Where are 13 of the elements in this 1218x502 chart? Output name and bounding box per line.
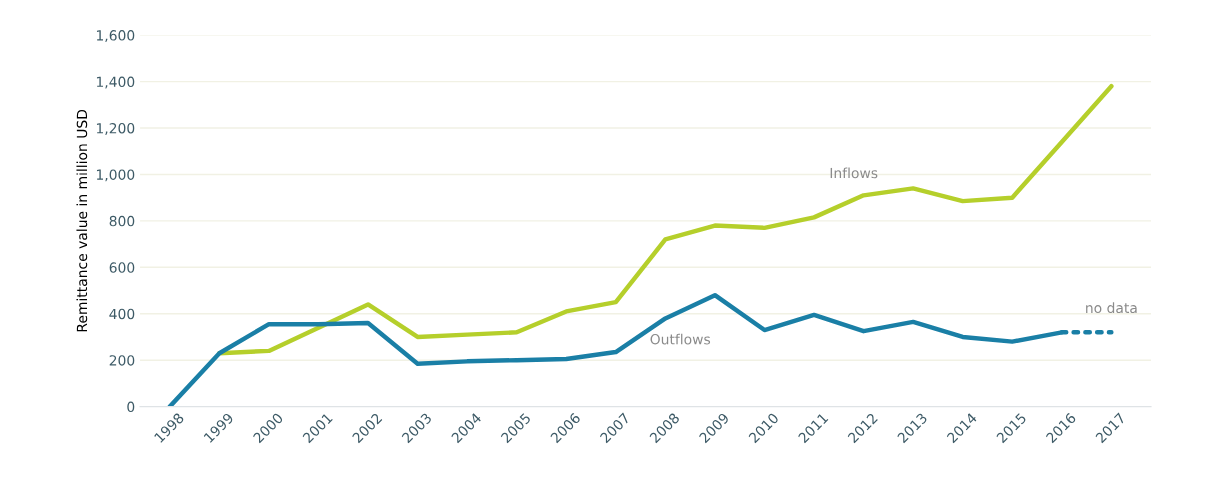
series-label: Inflows xyxy=(830,167,878,179)
y-tick-label: 1,200 xyxy=(96,122,135,135)
y-axis-title: Remittance value in million USD xyxy=(76,109,88,332)
y-tick-label: 0 xyxy=(127,401,135,413)
y-tick-label: 400 xyxy=(109,308,135,320)
y-tick-label: 1,000 xyxy=(96,169,135,182)
y-tick-label: 1,600 xyxy=(96,30,135,43)
y-tick-label: 1,400 xyxy=(96,76,135,89)
y-tick-label: 800 xyxy=(109,215,135,227)
series-label: Outflows xyxy=(650,333,711,345)
annotation: no data xyxy=(1086,302,1137,314)
y-tick-label: 600 xyxy=(109,262,135,273)
y-tick-label: 200 xyxy=(109,355,135,366)
